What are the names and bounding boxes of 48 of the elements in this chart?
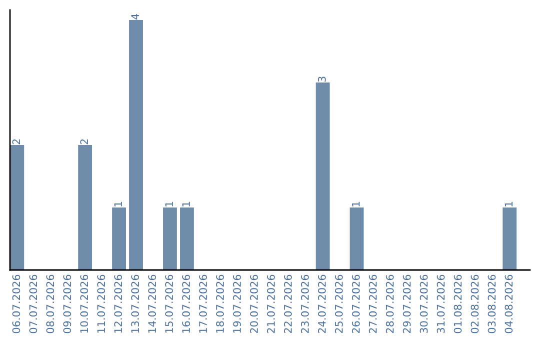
bar (163, 208, 177, 270)
x-tick-label: 10.07.2026 (80, 274, 88, 333)
x-tick-label: 31.07.2026 (436, 274, 445, 334)
data-label: 4 (131, 14, 139, 20)
x-tick-label: 11.07.2026 (97, 274, 106, 333)
data-label: 1 (114, 202, 122, 206)
x-tick-label: 28.07.2026 (386, 274, 394, 334)
bar (180, 208, 194, 270)
bar (10, 145, 24, 270)
x-tick-label: 12.07.2026 (114, 274, 122, 333)
x-tick-label: 07.07.2026 (29, 274, 38, 334)
x-tick-label: 29.07.2026 (402, 274, 411, 334)
x-tick-label: 19.07.2026 (233, 274, 241, 333)
data-label: 1 (182, 202, 190, 206)
data-label: 2 (80, 139, 88, 144)
x-tick-label: 13.07.2026 (131, 274, 140, 333)
x-tick-label: 14.07.2026 (148, 274, 156, 333)
x-tick-label: 25.07.2026 (334, 274, 343, 334)
x-tick-label: 21.07.2026 (267, 274, 275, 334)
x-tick-label: 27.07.2026 (368, 274, 377, 334)
data-label: 1 (165, 202, 173, 206)
x-tick-label: 30.07.2026 (420, 274, 428, 334)
bar (129, 20, 143, 270)
bar (78, 145, 92, 270)
bar (502, 208, 517, 270)
x-tick-label: 16.07.2026 (182, 274, 190, 333)
data-label: 2 (12, 139, 20, 144)
x-tick-label: 24.07.2026 (318, 274, 326, 334)
x-tick-label: 09.07.2026 (63, 274, 72, 334)
x-tick-label: 26.07.2026 (352, 274, 360, 334)
data-label: 1 (504, 202, 512, 206)
x-tick-label: 22.07.2026 (284, 274, 292, 334)
x-tick-label: 01.08.2026 (454, 274, 462, 334)
bar (350, 208, 364, 270)
bar (316, 82, 330, 270)
x-tick-label: 02.08.2026 (470, 274, 479, 334)
data-label: 1 (352, 202, 360, 206)
x-tick-label: 17.07.2026 (199, 274, 207, 333)
x-tick-label: 08.07.2026 (46, 274, 54, 334)
x-tick-label: 06.07.2026 (12, 274, 20, 334)
x-tick-label: 03.08.2026 (488, 274, 496, 334)
x-tick-label: 23.07.2026 (300, 274, 309, 334)
x-tick-label: 20.07.2026 (250, 274, 258, 334)
x-tick-label: 15.07.2026 (165, 274, 173, 333)
bar (112, 208, 126, 270)
x-tick-label: 18.07.2026 (216, 274, 224, 333)
data-label: 3 (318, 76, 326, 82)
x-tick-label: 04.08.2026 (504, 274, 513, 334)
